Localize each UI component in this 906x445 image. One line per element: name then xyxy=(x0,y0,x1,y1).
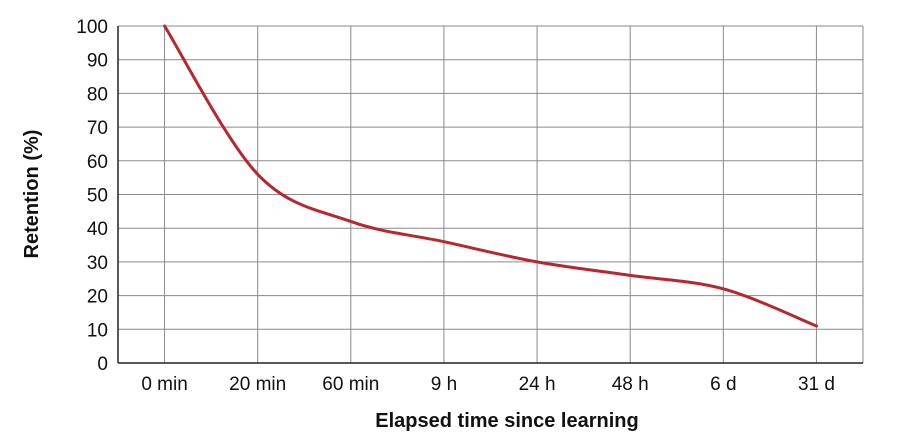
y-tick-label: 100 xyxy=(76,17,108,38)
x-tick-label: 20 min xyxy=(229,374,286,395)
series-layer xyxy=(163,24,818,328)
y-tick-label: 80 xyxy=(87,84,108,105)
x-tick-label: 0 min xyxy=(141,374,187,395)
y-axis-title: Retention (%) xyxy=(21,130,43,259)
plot-frame xyxy=(117,25,864,364)
data-point xyxy=(442,240,445,243)
x-tick-label: 31 d xyxy=(798,374,835,395)
x-axis-title: Elapsed time since learning xyxy=(375,410,638,432)
x-axis-tick-labels: 0 min 20 min 60 min 9 h 24 h 48 h 6 d 31 d xyxy=(141,374,835,395)
y-tick-label: 10 xyxy=(87,320,108,341)
x-tick-label: 48 h xyxy=(612,374,649,395)
data-point xyxy=(256,173,259,176)
retention-series-line xyxy=(163,24,818,328)
y-tick-label: 70 xyxy=(87,118,108,139)
y-tick-label: 60 xyxy=(87,152,108,173)
data-point xyxy=(815,324,818,327)
x-tick-label: 6 d xyxy=(710,374,736,395)
data-point xyxy=(722,287,725,290)
data-point xyxy=(536,260,539,263)
x-tick-label: 24 h xyxy=(519,374,556,395)
data-point xyxy=(163,25,166,28)
y-axis-tick-labels: 0 10 20 30 40 50 60 70 80 90 100 xyxy=(76,17,108,375)
y-tick-label: 90 xyxy=(87,51,108,72)
y-tick-label: 0 xyxy=(97,354,108,375)
x-tick-label: 9 h xyxy=(431,374,457,395)
x-tick-label: 60 min xyxy=(322,374,379,395)
data-point xyxy=(629,274,632,277)
grid-lines xyxy=(118,26,863,363)
y-tick-label: 40 xyxy=(87,219,108,240)
y-tick-label: 50 xyxy=(87,186,108,207)
y-tick-label: 30 xyxy=(87,253,108,274)
data-point xyxy=(349,220,352,223)
y-tick-label: 20 xyxy=(87,287,108,308)
